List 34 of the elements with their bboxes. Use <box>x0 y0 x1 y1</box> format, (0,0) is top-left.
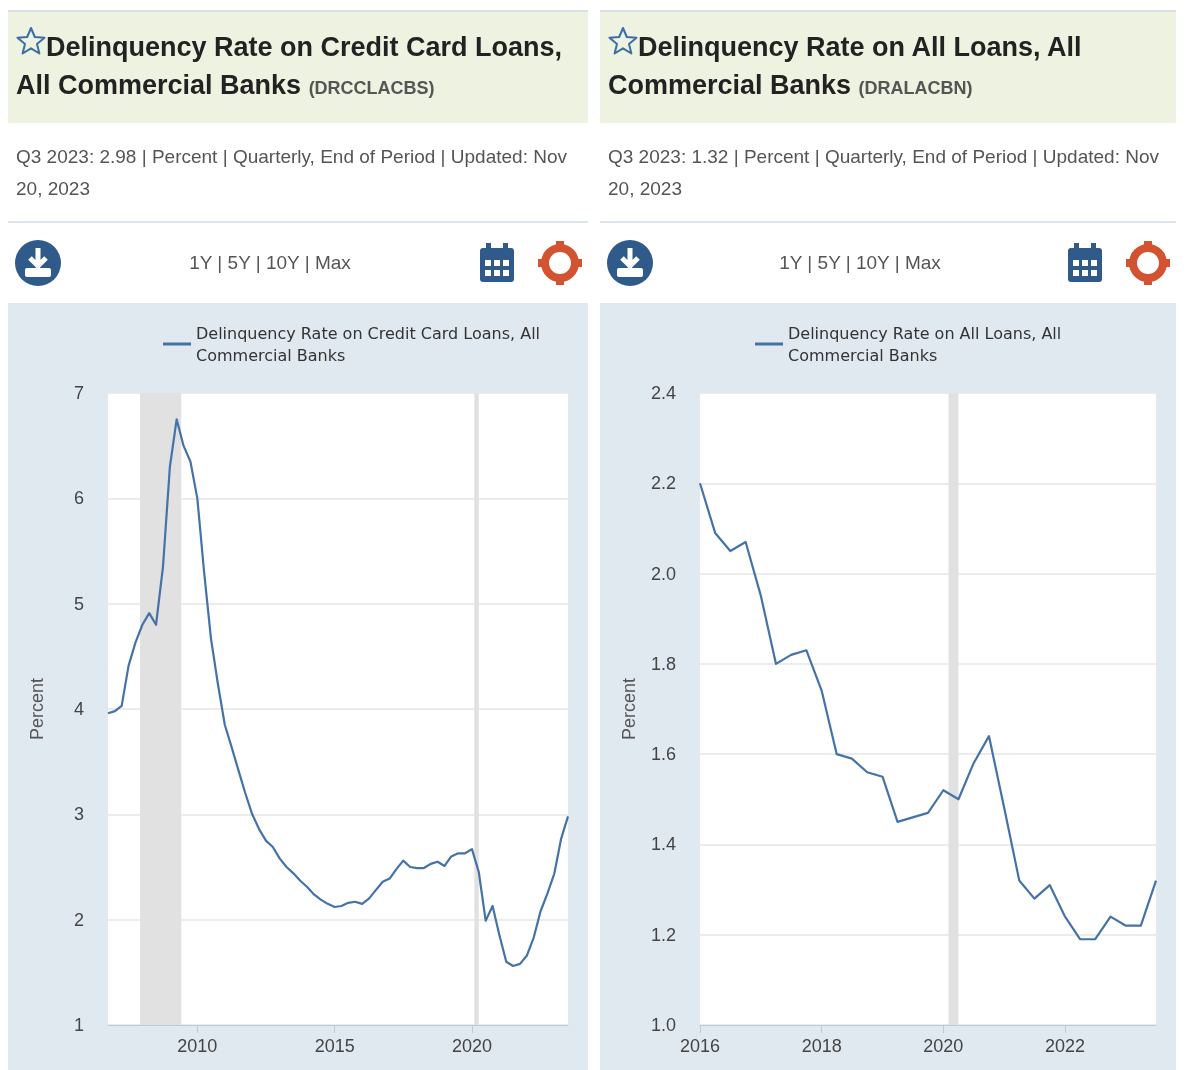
text: 1Y | 5Y | 10Y | Max <box>779 252 941 275</box>
y-tick-label: 1.6 <box>650 744 676 765</box>
y-tick-label: 2.4 <box>650 383 676 404</box>
x-tick-label: 2020 <box>451 1036 492 1057</box>
text: Q3 2023: 2.98 | Percent | Quarterly, End of Period | Updated: Nov 20, 2023 <box>8 122 588 224</box>
y-tick-label: 2 <box>73 909 84 930</box>
y-tick-label: 5 <box>73 593 84 614</box>
y-tick-label: 1.2 <box>650 924 676 945</box>
legend-label: Delinquency Rate on Credit Card Loans, All Commercial Banks <box>196 323 546 365</box>
y-tick-label: 1.8 <box>650 654 676 675</box>
x-tick-label: 2022 <box>1045 1036 1086 1057</box>
x-tick-label: 2010 <box>177 1036 218 1057</box>
y-tick-label: 2.2 <box>650 473 676 494</box>
x-tick-label: 2015 <box>314 1036 355 1057</box>
chart-subtitle: (DRCCLACBS) <box>308 77 435 98</box>
y-tick-label: 2.0 <box>650 563 676 584</box>
chart-subtitle: (DRALACBN) <box>858 77 973 98</box>
x-tick-label: 2016 <box>679 1036 721 1057</box>
y-tick-label: 7 <box>73 383 84 404</box>
line-series <box>106 418 570 968</box>
x-tick-label: 2018 <box>801 1036 842 1057</box>
y-tick-label: 1.4 <box>650 834 676 855</box>
legend-label: Delinquency Rate on All Loans, All Commercial Banks <box>788 323 1067 365</box>
y-tick-label: 3 <box>73 804 84 825</box>
text: 1Y | 5Y | 10Y | Max <box>189 252 351 275</box>
line-series <box>698 482 1158 941</box>
y-tick-label: 6 <box>73 488 84 509</box>
y-axis-title: Percent <box>27 678 47 741</box>
x-tick-label: 2020 <box>923 1036 964 1057</box>
y-axis-title: Percent <box>619 678 639 741</box>
text: Q3 2023: 1.32 | Percent | Quarterly, End of Period | Updated: Nov 20, 2023 <box>600 122 1176 224</box>
y-tick-label: 1 <box>73 1015 84 1036</box>
y-tick-label: 1.0 <box>650 1015 676 1036</box>
y-tick-label: 4 <box>73 699 84 720</box>
